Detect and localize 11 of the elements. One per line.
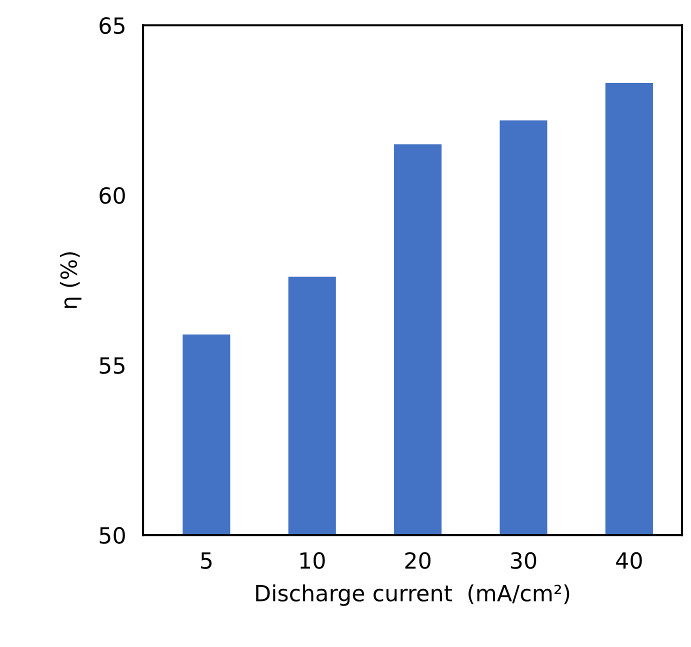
x-axis-title: Discharge current (mA/cm²)	[256, 584, 570, 606]
y-tick-label: 55	[100, 357, 124, 374]
y-tick-label: 65	[100, 17, 124, 34]
x-tick-label: 30	[511, 552, 536, 569]
x-tick-label: 10	[300, 552, 325, 569]
x-tick-label: 20	[405, 552, 430, 569]
x-tick-label: 40	[616, 552, 642, 569]
y-tick-label: 50	[100, 527, 125, 544]
y-tick-label: 60	[100, 187, 125, 204]
y-axis-title: η (%)	[60, 252, 82, 308]
x-tick-label: 5	[201, 552, 212, 569]
